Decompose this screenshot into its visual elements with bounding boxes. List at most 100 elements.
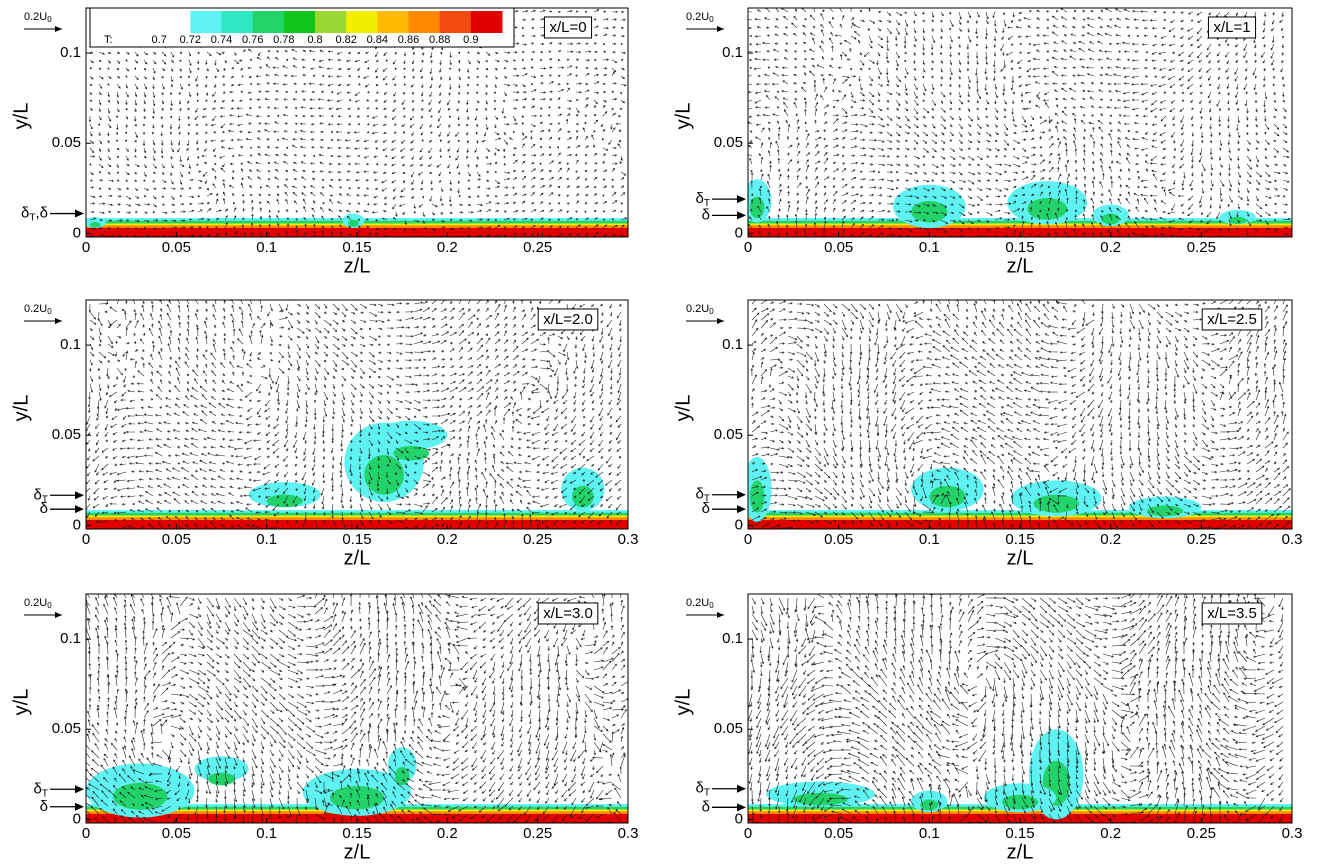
marker-symbol: δ (702, 500, 710, 517)
marker-sub: T (29, 212, 35, 223)
x-tick-label: 0 (744, 531, 752, 548)
legend-level: 0.72 (180, 34, 201, 46)
reference-text: 0.2U (24, 11, 47, 23)
x-tick-label: 0.25 (1187, 531, 1216, 548)
reference-sub: 0 (47, 601, 52, 610)
x-tick-label: 0.25 (523, 825, 552, 842)
x-tick-label: 0.15 (1005, 825, 1034, 842)
legend-level: 0.76 (242, 34, 263, 46)
marker-symbol: δ (696, 780, 704, 797)
y-tick-label: 0 (735, 810, 743, 827)
legend-label: T: (104, 34, 113, 46)
marker-label: δT (34, 486, 48, 505)
legend-level: 0.74 (211, 34, 232, 46)
panel: 0 0.05 0.1 0.15 0.2 0.25 0.3 0 0.05 0.1 z/L y/L x/L=… (10, 299, 638, 569)
panel-title: x/L=2.0 (543, 311, 593, 328)
y-tick-label: 0 (735, 224, 743, 241)
contour-blob (113, 782, 168, 810)
marker-label: δ (40, 798, 48, 815)
marker-head (737, 490, 746, 499)
reference-label: 0.2U0 (24, 303, 52, 316)
marker-symbol: δ (702, 206, 710, 223)
x-axis-label: z/L (344, 841, 371, 863)
x-tick-label: 0.05 (162, 825, 191, 842)
x-axis-label: z/L (1007, 547, 1034, 569)
legend-level: 0.84 (367, 34, 388, 46)
y-tick-label: 0.05 (714, 134, 743, 151)
x-tick-label: 0.2 (1100, 239, 1121, 256)
panel: 0 0.05 0.1 0.15 0.2 0.25 0.3 0 0.05 0.1 z/L y/L x/L=… (672, 299, 1302, 569)
panel-title: x/L=0 (549, 19, 586, 36)
panel: 0 0.05 0.1 0.15 0.2 0.25 0 0.05 0.1 z/L y/L x/L=1 0.… (672, 7, 1293, 277)
legend-swatch (283, 11, 316, 33)
vector-field (86, 300, 622, 529)
y-tick-label: 0.05 (52, 134, 81, 151)
y-tick-label: 0.1 (60, 44, 81, 61)
x-tick-label: 0.25 (523, 239, 552, 256)
legend-swatch (252, 11, 285, 33)
contour-blob (387, 747, 417, 784)
y-axis-label: y/L (672, 689, 694, 716)
contour-blob (749, 480, 765, 513)
x-tick-label: 0.15 (1005, 531, 1034, 548)
contour-blob (393, 446, 430, 461)
y-tick-label: 0.1 (722, 44, 743, 61)
x-tick-label: 0 (744, 825, 752, 842)
x-tick-label: 0.15 (342, 531, 371, 548)
y-tick-label: 0.1 (722, 630, 743, 647)
reference-label: 0.2U0 (24, 597, 52, 610)
marker-symbol: δ (21, 205, 29, 222)
x-tick-label: 0.25 (523, 531, 552, 548)
title-box (543, 16, 593, 39)
panel-title: x/L=2.5 (1207, 311, 1257, 328)
contour-blob (1001, 794, 1039, 810)
contour-blob (793, 792, 848, 806)
title-box (537, 602, 599, 625)
contour-blob (375, 420, 448, 450)
marker-head (737, 505, 746, 514)
y-tick-label: 0.05 (52, 426, 81, 443)
panel-title: x/L=3.5 (1207, 605, 1257, 622)
marker-symbol: δ (696, 486, 704, 503)
marker-symbol: δ (40, 798, 48, 815)
x-tick-label: 0.1 (919, 531, 940, 548)
reference-head (55, 26, 62, 32)
plot-area (748, 300, 1292, 529)
marker-symbol: δ (34, 780, 42, 797)
reference-sub: 0 (47, 15, 52, 24)
reference-label: 0.2U0 (686, 303, 714, 316)
plot-area (86, 594, 628, 823)
legend-swatch (408, 11, 441, 33)
x-tick-label: 0.3 (618, 825, 639, 842)
title-box (1201, 602, 1263, 625)
x-tick-label: 0 (82, 239, 90, 256)
y-axis-label: y/L (10, 689, 32, 716)
x-tick-label: 0.05 (162, 531, 191, 548)
y-axis-label: y/L (672, 103, 694, 130)
reference-label: 0.2U0 (24, 11, 52, 24)
legend-swatch (439, 11, 472, 33)
legend-level: 0.88 (429, 34, 450, 46)
reference-label: 0.2U0 (686, 11, 714, 24)
y-axis-label: y/L (10, 103, 32, 130)
legend-swatch (377, 11, 409, 33)
marker-head (75, 491, 84, 500)
legend-level: 0.9 (463, 34, 478, 46)
legend-swatch (346, 11, 378, 33)
vector-field (748, 8, 1291, 237)
legend-level: 0.82 (335, 34, 356, 46)
x-tick-label: 0.2 (437, 531, 458, 548)
contour-blob (364, 455, 404, 495)
marker-label: δ (40, 500, 48, 517)
reference-text: 0.2U (686, 597, 709, 609)
x-tick-label: 0.25 (1187, 239, 1216, 256)
x-tick-label: 0.1 (256, 239, 277, 256)
reference-sub: 0 (47, 307, 52, 316)
reference-head (717, 26, 724, 32)
legend-level: 0.86 (398, 34, 419, 46)
contour-blob (1228, 216, 1247, 225)
x-tick-label: 0.25 (1187, 825, 1216, 842)
marker-label: δT (34, 780, 48, 799)
x-tick-label: 0.15 (342, 825, 371, 842)
